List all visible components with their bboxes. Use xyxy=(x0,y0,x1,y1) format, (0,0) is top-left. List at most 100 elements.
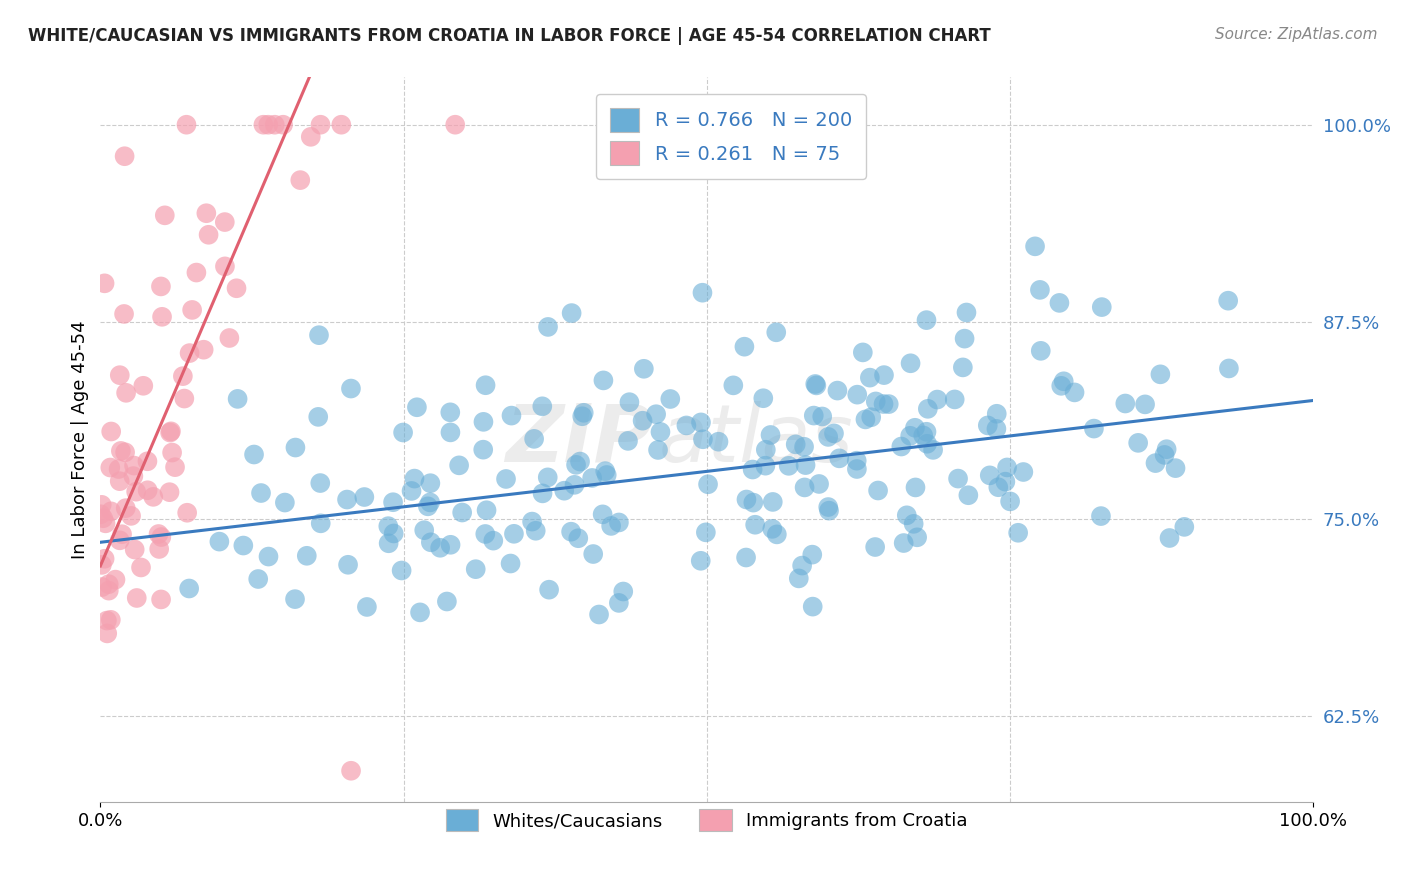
Point xyxy=(436,594,458,608)
Point xyxy=(707,434,730,449)
Point xyxy=(125,484,148,499)
Point xyxy=(863,540,886,554)
Point xyxy=(307,409,329,424)
Point xyxy=(309,516,332,531)
Point xyxy=(986,422,1008,436)
Point xyxy=(1083,421,1105,435)
Point xyxy=(91,511,114,525)
Point xyxy=(284,441,307,455)
Point xyxy=(957,488,980,502)
Point xyxy=(537,320,560,334)
Point xyxy=(404,472,426,486)
Point xyxy=(845,462,868,476)
Point xyxy=(98,460,121,475)
Point xyxy=(801,548,824,562)
Point xyxy=(208,534,231,549)
Point xyxy=(785,437,807,451)
Point xyxy=(214,215,236,229)
Point xyxy=(439,538,461,552)
Point xyxy=(1153,448,1175,462)
Point xyxy=(531,399,554,413)
Point xyxy=(439,425,461,440)
Point xyxy=(100,504,122,518)
Point xyxy=(419,535,441,549)
Point xyxy=(449,458,471,473)
Point xyxy=(986,407,1008,421)
Point xyxy=(382,526,405,541)
Point xyxy=(401,483,423,498)
Point xyxy=(176,506,198,520)
Point xyxy=(150,592,173,607)
Text: WHITE/CAUCASIAN VS IMMIGRANTS FROM CROATIA IN LABOR FORCE | AGE 45-54 CORRELATIO: WHITE/CAUCASIAN VS IMMIGRANTS FROM CROAT… xyxy=(28,27,991,45)
Point xyxy=(271,118,294,132)
Point xyxy=(193,343,215,357)
Point xyxy=(257,118,280,132)
Point xyxy=(607,596,630,610)
Point xyxy=(100,425,122,439)
Point xyxy=(690,416,713,430)
Point xyxy=(122,458,145,473)
Point xyxy=(538,582,561,597)
Point xyxy=(896,508,918,523)
Point xyxy=(93,277,115,291)
Point xyxy=(995,460,1018,475)
Point xyxy=(915,313,938,327)
Point xyxy=(692,432,714,446)
Point xyxy=(114,149,136,163)
Point xyxy=(761,522,783,536)
Point xyxy=(804,376,827,391)
Y-axis label: In Labor Force | Age 45-54: In Labor Force | Age 45-54 xyxy=(72,320,89,559)
Point xyxy=(742,495,765,509)
Point xyxy=(125,591,148,605)
Point xyxy=(619,395,641,409)
Point xyxy=(132,378,155,392)
Point xyxy=(600,519,623,533)
Point xyxy=(741,462,763,476)
Point xyxy=(561,306,583,320)
Point xyxy=(803,409,825,423)
Point xyxy=(689,554,711,568)
Point xyxy=(1173,520,1195,534)
Point xyxy=(96,614,118,628)
Point xyxy=(987,480,1010,494)
Point xyxy=(1144,456,1167,470)
Point xyxy=(284,592,307,607)
Point xyxy=(900,356,922,370)
Point xyxy=(495,472,517,486)
Point xyxy=(94,516,117,531)
Point xyxy=(692,285,714,300)
Point xyxy=(569,454,592,468)
Point xyxy=(565,458,588,472)
Point xyxy=(308,328,330,343)
Point xyxy=(257,549,280,564)
Point xyxy=(523,432,546,446)
Point xyxy=(299,129,322,144)
Point xyxy=(472,442,495,457)
Point xyxy=(817,430,839,444)
Point xyxy=(697,477,720,491)
Point xyxy=(337,558,360,572)
Point xyxy=(115,385,138,400)
Point xyxy=(994,475,1017,489)
Point xyxy=(172,369,194,384)
Point xyxy=(93,551,115,566)
Point xyxy=(946,472,969,486)
Point xyxy=(499,557,522,571)
Point xyxy=(186,266,208,280)
Point xyxy=(792,558,814,573)
Point xyxy=(592,508,614,522)
Point xyxy=(695,525,717,540)
Point xyxy=(1159,531,1181,545)
Point xyxy=(560,524,582,539)
Point xyxy=(860,410,883,425)
Point xyxy=(531,486,554,500)
Point xyxy=(793,480,815,494)
Point xyxy=(1024,239,1046,253)
Point xyxy=(173,392,195,406)
Point xyxy=(503,526,526,541)
Point xyxy=(232,539,254,553)
Point xyxy=(475,503,498,517)
Point xyxy=(474,378,496,392)
Point xyxy=(893,536,915,550)
Point xyxy=(607,516,630,530)
